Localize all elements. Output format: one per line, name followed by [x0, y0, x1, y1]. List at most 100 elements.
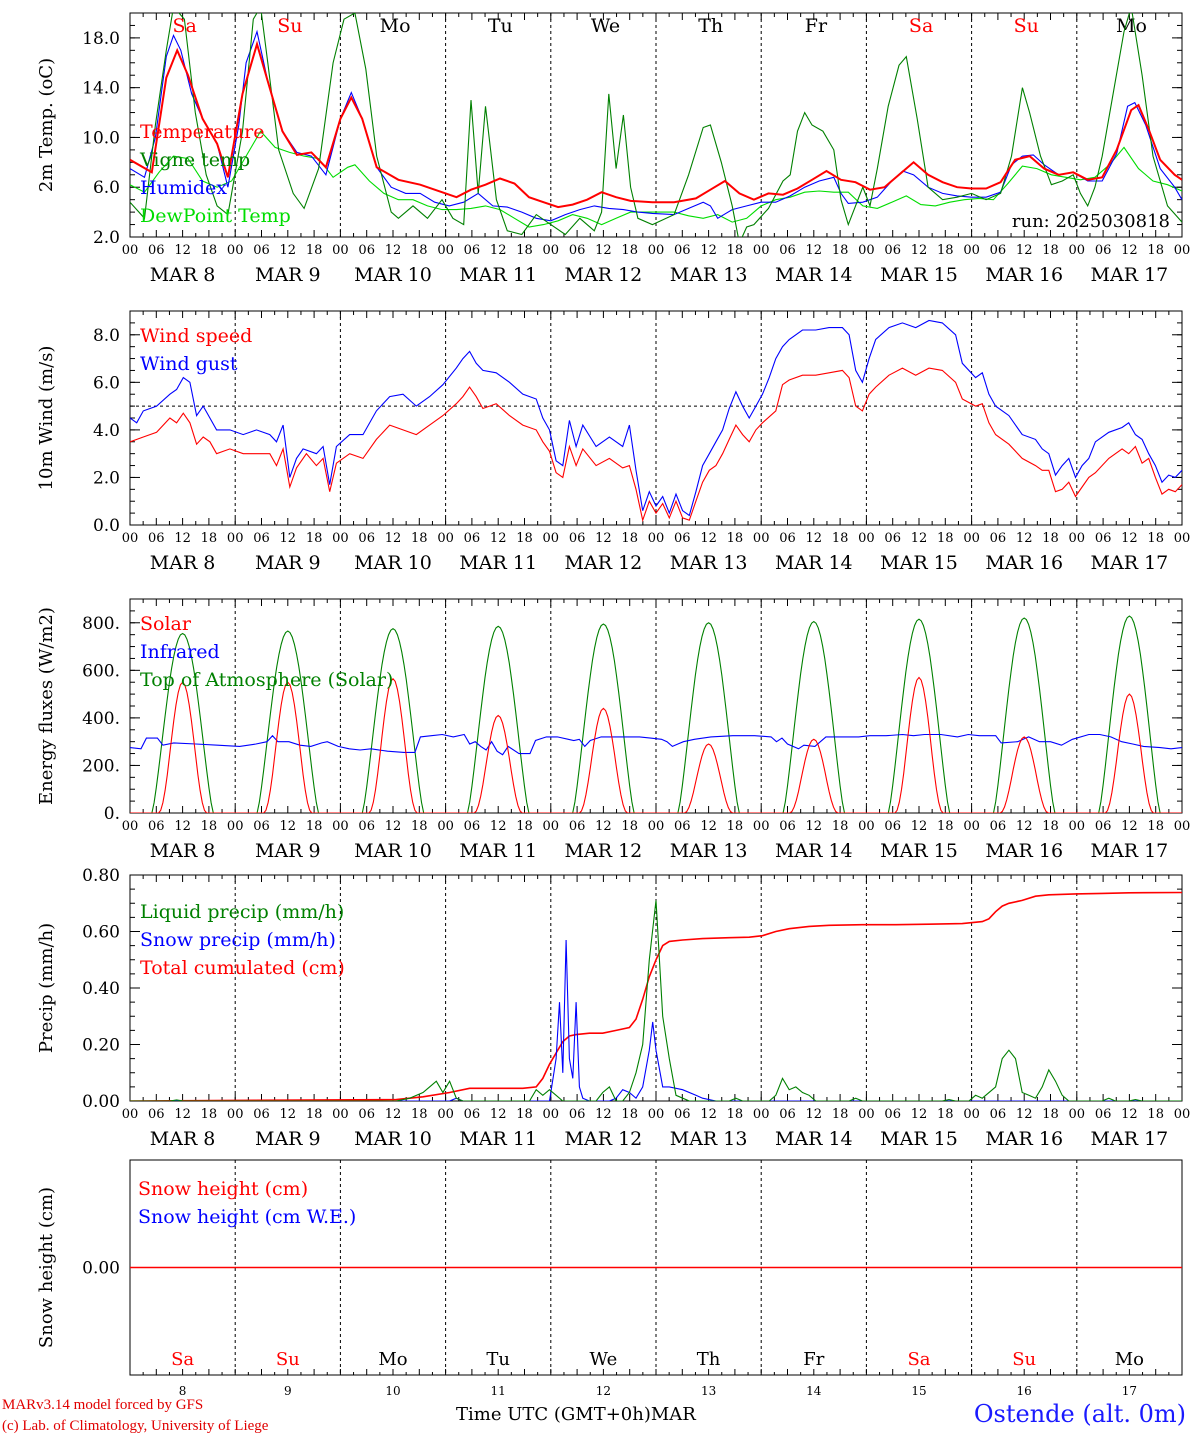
- weekday-label: Su: [277, 15, 302, 37]
- date-label: MAR 12: [565, 840, 643, 862]
- hour-tick-label: 06: [990, 819, 1007, 834]
- weekday-label: Mo: [1116, 15, 1147, 37]
- hour-tick-label: 00: [332, 243, 349, 258]
- hour-tick-label: 12: [806, 531, 823, 546]
- hour-tick-label: 06: [990, 243, 1007, 258]
- hour-tick-label: 06: [1095, 531, 1112, 546]
- hour-tick-label: 12: [700, 531, 717, 546]
- hour-tick-label: 06: [779, 531, 796, 546]
- hour-tick-label: 06: [884, 243, 901, 258]
- hour-tick-label: 18: [201, 1107, 218, 1122]
- hour-tick-label: 18: [411, 819, 428, 834]
- hour-tick-label: 18: [516, 819, 533, 834]
- legend-entry: Infrared: [140, 641, 220, 663]
- date-label: MAR 10: [354, 840, 432, 862]
- hour-tick-label: 00: [753, 243, 770, 258]
- legend-entry: Top of Atmosphere (Solar): [140, 669, 393, 691]
- hour-tick-label: 12: [280, 531, 297, 546]
- hour-tick-label: 18: [201, 243, 218, 258]
- y-tick-label: 2.0: [93, 228, 120, 248]
- hour-tick-label: 12: [490, 531, 507, 546]
- hour-tick-label: 00: [122, 243, 139, 258]
- y-tick-label: 18.0: [82, 29, 120, 49]
- hour-tick-label: 18: [1147, 243, 1164, 258]
- date-label: MAR 16: [985, 552, 1063, 574]
- weekday-label: Tu: [486, 1349, 510, 1370]
- weekday-label: Th: [698, 15, 723, 37]
- hour-tick-label: 18: [1147, 1107, 1164, 1122]
- hour-tick-label: 18: [201, 531, 218, 546]
- hour-tick-label: 18: [621, 243, 638, 258]
- date-label: MAR 17: [1091, 840, 1169, 862]
- hour-tick-label: 12: [490, 819, 507, 834]
- hour-tick-label: 12: [1016, 243, 1033, 258]
- legend-entry: Snow height (cm): [138, 1178, 308, 1200]
- hour-tick-label: 06: [253, 531, 270, 546]
- hour-tick-label: 18: [832, 531, 849, 546]
- hour-tick-label: 00: [1069, 531, 1086, 546]
- weekday-label: Fr: [803, 1349, 824, 1370]
- hour-tick-label: 12: [1121, 531, 1138, 546]
- hour-tick-label: 12: [385, 819, 402, 834]
- hour-tick-label: 12: [1121, 819, 1138, 834]
- hour-tick-label: 12: [595, 819, 612, 834]
- hour-tick-label: 06: [464, 819, 481, 834]
- weekday-label: Mo: [380, 15, 411, 37]
- date-label: MAR 11: [459, 840, 537, 862]
- y-tick-label: 200.: [82, 756, 120, 776]
- date-label: MAR 11: [459, 552, 537, 574]
- hour-tick-label: 12: [911, 243, 928, 258]
- hour-tick-label: 18: [1042, 819, 1059, 834]
- hour-tick-label: 00: [122, 819, 139, 834]
- day-number-label: 10: [385, 1384, 400, 1398]
- hour-tick-label: 18: [621, 531, 638, 546]
- y-tick-label: 6.0: [93, 178, 120, 198]
- y-tick-label: 0.00: [82, 1259, 120, 1279]
- weekday-label: Th: [697, 1349, 721, 1370]
- y-tick-label: 6.0: [93, 373, 120, 393]
- series-line-wind-gust: [130, 319, 1182, 517]
- hour-tick-label: 00: [1174, 1107, 1191, 1122]
- date-label: MAR 10: [354, 552, 432, 574]
- hour-tick-label: 06: [884, 531, 901, 546]
- day-number-label: 9: [284, 1384, 292, 1398]
- hour-tick-label: 18: [621, 1107, 638, 1122]
- hour-tick-label: 00: [437, 819, 454, 834]
- hour-tick-label: 18: [727, 1107, 744, 1122]
- hour-tick-label: 06: [148, 819, 165, 834]
- hour-tick-label: 00: [648, 531, 665, 546]
- hour-tick-label: 18: [411, 1107, 428, 1122]
- legend-entry: Snow precip (mm/h): [140, 929, 336, 951]
- date-label: MAR 17: [1091, 1128, 1169, 1150]
- hour-tick-label: 18: [727, 819, 744, 834]
- hour-tick-label: 06: [884, 819, 901, 834]
- hour-tick-label: 12: [806, 243, 823, 258]
- hour-tick-label: 00: [227, 819, 244, 834]
- hour-tick-label: 00: [648, 1107, 665, 1122]
- y-tick-label: 0.20: [82, 1036, 120, 1056]
- series-line-humidex: [130, 29, 1182, 222]
- y-tick-label: 0.0: [93, 516, 120, 536]
- hour-tick-label: 06: [779, 243, 796, 258]
- hour-tick-label: 06: [1095, 1107, 1112, 1122]
- hour-tick-label: 18: [937, 1107, 954, 1122]
- series-line-vigne-temp: [130, 13, 1182, 237]
- date-label: MAR 13: [670, 1128, 748, 1150]
- hour-tick-label: 12: [1016, 531, 1033, 546]
- y-tick-label: 2.0: [93, 468, 120, 488]
- date-label: MAR 8: [150, 840, 216, 862]
- day-number-label: 12: [596, 1384, 611, 1398]
- hour-tick-label: 18: [832, 243, 849, 258]
- hour-tick-label: 06: [884, 1107, 901, 1122]
- legend-entry: Wind speed: [140, 325, 252, 347]
- weekday-label: Tu: [488, 15, 513, 37]
- hour-tick-label: 18: [516, 1107, 533, 1122]
- hour-tick-label: 18: [937, 531, 954, 546]
- legend-entry: DewPoint Temp: [140, 205, 291, 227]
- y-axis-label: 10m Wind (m/s): [36, 346, 57, 491]
- y-tick-label: 14.0: [82, 79, 120, 99]
- lab-credit: (c) Lab. of Climatology, University of L…: [2, 1418, 269, 1434]
- hour-tick-label: 06: [779, 1107, 796, 1122]
- model-credit: MARv3.14 model forced by GFS: [2, 1397, 204, 1413]
